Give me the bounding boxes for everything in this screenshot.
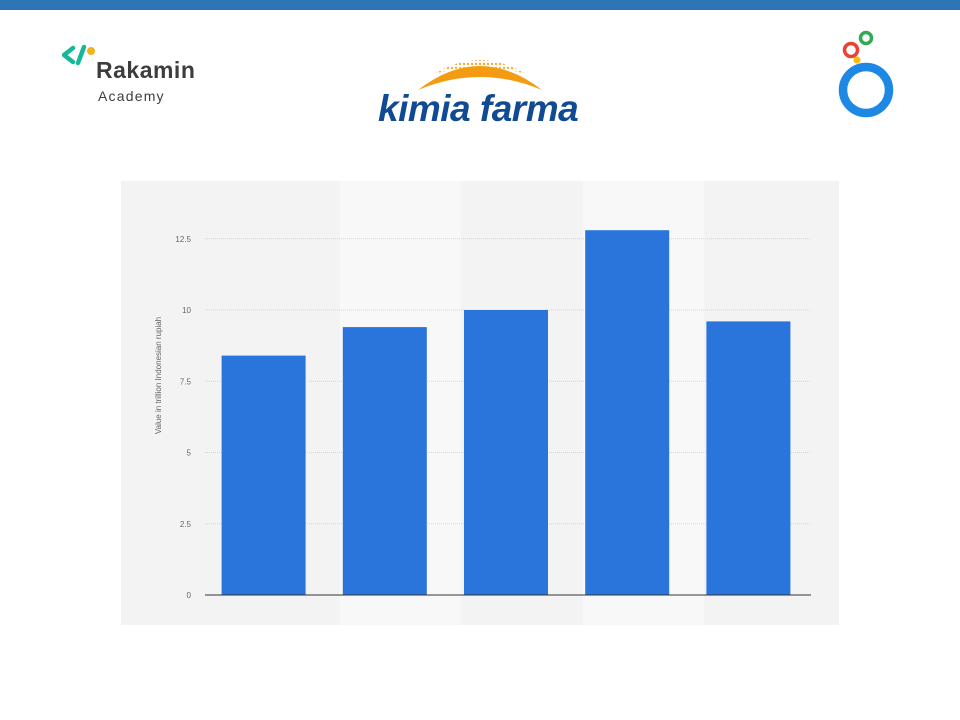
y-tick-label: 7.5 bbox=[180, 377, 192, 386]
rakamin-code-icon bbox=[62, 44, 95, 66]
bar-chart-panel: 0 2.5 5 7.5 10 12.5 Value in trillion Indones… bbox=[121, 181, 839, 625]
y-tick-label: 12.5 bbox=[175, 235, 191, 244]
bar bbox=[464, 310, 548, 595]
y-tick-label: 2.5 bbox=[180, 520, 192, 529]
kimia-farma-wordmark: kimia farma bbox=[378, 88, 579, 129]
top-accent-bar bbox=[0, 0, 960, 10]
bar bbox=[221, 355, 306, 595]
kimia-farma-logo: kimia farma bbox=[376, 50, 586, 130]
rakamin-subtitle: Academy bbox=[98, 88, 165, 104]
rakamin-academy-logo: Rakamin Academy bbox=[62, 44, 242, 108]
sunrise-arc-icon bbox=[418, 60, 542, 90]
rakamin-wordmark: Rakamin bbox=[96, 57, 196, 83]
y-axis-label: Value in trillion Indonesian rupiah bbox=[154, 317, 163, 434]
y-tick-label: 10 bbox=[182, 306, 191, 315]
bar bbox=[342, 327, 427, 595]
bar bbox=[706, 321, 791, 595]
bar-chart: 0 2.5 5 7.5 10 12.5 Value in trillion Indones… bbox=[154, 181, 811, 625]
y-tick-label: 5 bbox=[187, 449, 192, 458]
bar bbox=[585, 230, 670, 595]
looker-studio-icon bbox=[838, 30, 894, 118]
y-tick-label: 0 bbox=[187, 591, 192, 600]
